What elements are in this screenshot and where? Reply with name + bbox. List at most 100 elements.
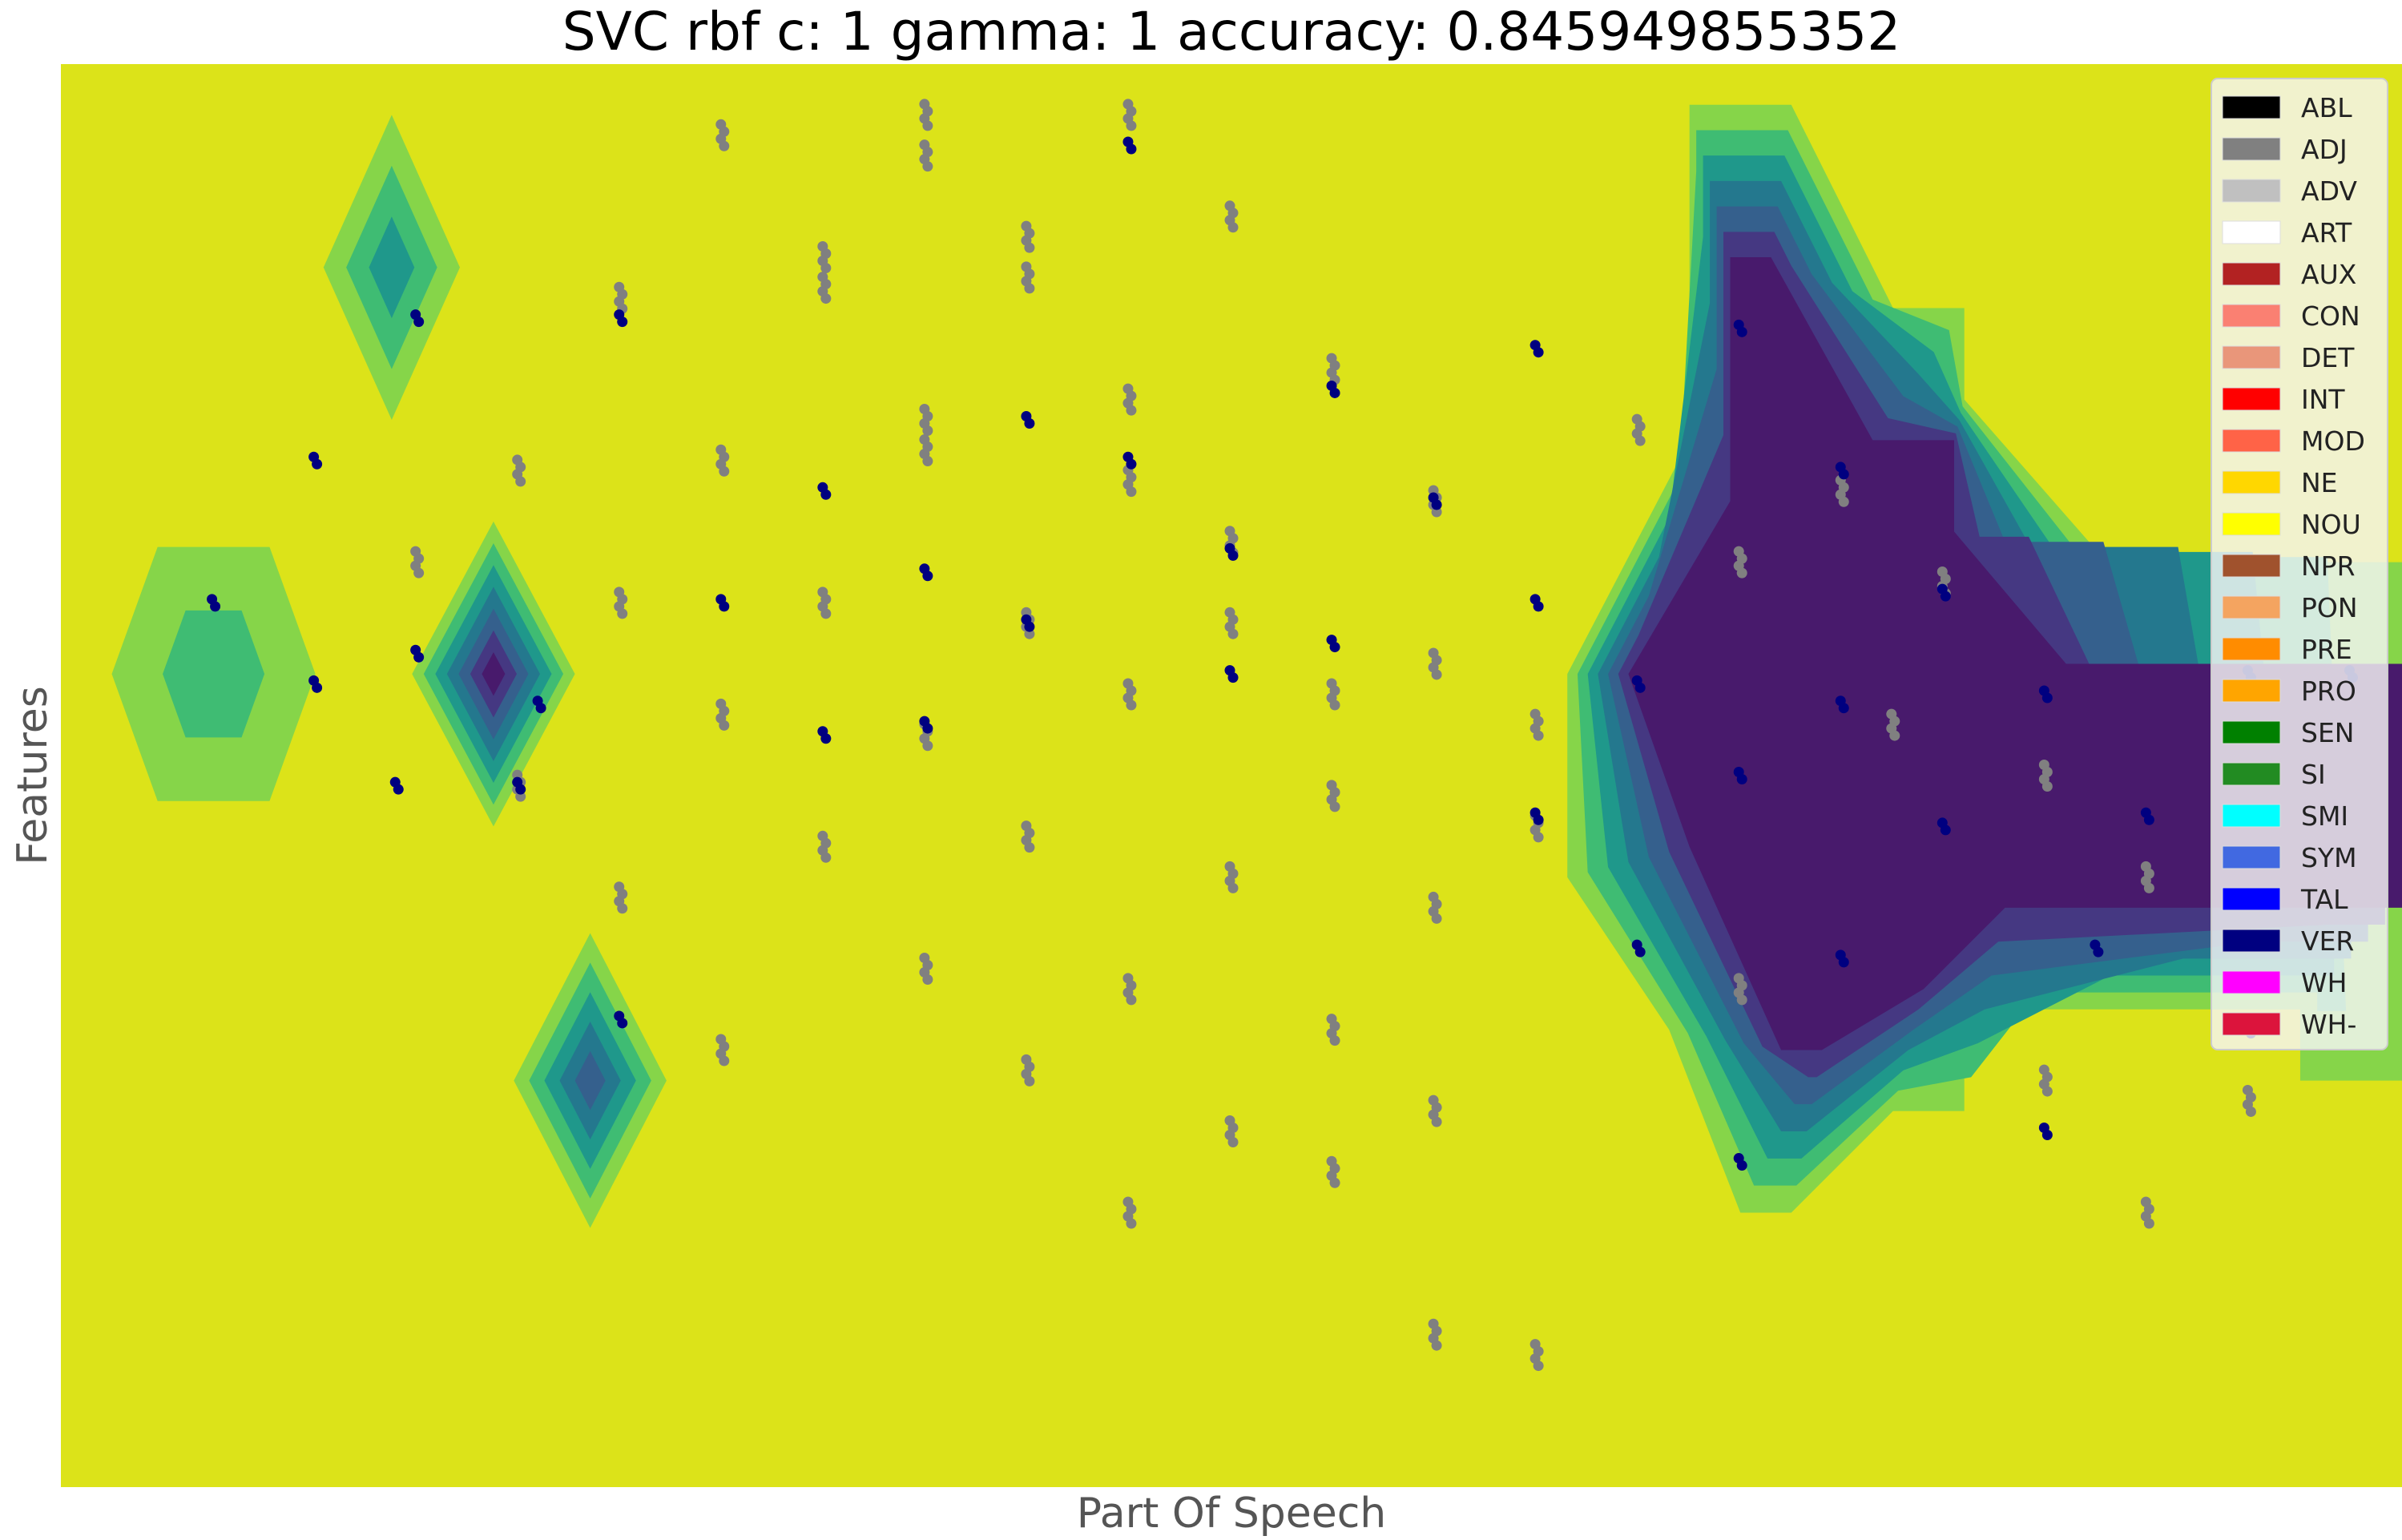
legend-label-sen: SEN [2301, 717, 2354, 748]
point-adj-32 [1533, 832, 1544, 843]
point-ver-13 [922, 570, 933, 582]
right-purple-region [1567, 104, 2402, 1213]
legend-swatch-wh [2222, 970, 2281, 994]
diamond-lower-left [514, 933, 667, 1228]
point-adj-36 [1431, 913, 1442, 924]
legend-swatch-sen [2222, 720, 2281, 744]
plot-area [61, 64, 2402, 1487]
x-axis-label: Part Of Speech [1077, 1490, 1387, 1538]
legend-label-art: ART [2301, 217, 2352, 248]
decision-regions [111, 104, 2402, 1228]
point-ver-18 [1126, 458, 1137, 470]
point-adj-57 [2143, 1218, 2154, 1229]
point-adj-13 [922, 456, 933, 467]
legend-swatch-pre [2222, 637, 2281, 661]
y-axis-label: Features [9, 686, 57, 865]
point-ver-27 [1634, 682, 1646, 693]
legend-swatch-aux [2222, 262, 2281, 286]
point-ver-34 [1838, 957, 1849, 968]
data-points [207, 99, 2358, 1372]
legend-swatch-pro [2222, 679, 2281, 703]
point-ver-37 [2041, 692, 2053, 703]
legend: ABL ADJ ADV ART AUX CON DET INT MOD NE NOU NPR PON PR… [2211, 78, 2388, 1050]
point-adj-48 [1533, 1361, 1544, 1372]
legend-label-pre: PRE [2301, 634, 2352, 665]
legend-swatch-abl [2222, 95, 2281, 119]
point-adj-54 [2041, 781, 2053, 792]
legend-label-ne: NE [2301, 467, 2338, 498]
point-adj-22 [1227, 628, 1239, 639]
point-adj-29 [922, 740, 933, 752]
diamond-upper-left [323, 115, 461, 420]
legend-swatch-si [2222, 762, 2281, 786]
point-ver-17 [1126, 143, 1137, 155]
legend-swatch-tal [2222, 887, 2281, 911]
point-ver-16 [1024, 621, 1035, 632]
legend-label-aux: AUX [2301, 259, 2356, 290]
point-adj-44 [1431, 1116, 1442, 1127]
legend-swatch-wh-dash [2222, 1012, 2281, 1036]
point-adj-50 [1736, 567, 1747, 579]
point-adj-34 [1024, 842, 1035, 853]
point-ver-36 [1940, 824, 1951, 836]
diamond-center-left [412, 521, 575, 827]
point-adj-8 [820, 293, 832, 304]
legend-swatch-det [2222, 345, 2281, 369]
point-ver-3 [312, 682, 323, 693]
point-ver-32 [1838, 469, 1849, 480]
point-adj-18 [1431, 506, 1442, 518]
point-ver-24 [1533, 347, 1544, 358]
point-ver-4 [393, 784, 404, 795]
point-ver-0 [312, 458, 323, 470]
point-adj-25 [1533, 730, 1544, 741]
point-ver-26 [1533, 814, 1544, 825]
legend-swatch-ne [2222, 470, 2281, 494]
legend-swatch-adv [2222, 179, 2281, 203]
point-adj-33 [820, 852, 832, 863]
point-adj-49 [1736, 994, 1747, 1006]
point-adj-17 [413, 567, 425, 579]
point-adj-26 [1126, 699, 1137, 711]
point-adj-20 [820, 608, 832, 619]
legend-swatch-art [2222, 220, 2281, 244]
point-adj-31 [1329, 801, 1340, 812]
legend-swatch-pon [2222, 595, 2281, 619]
legend-swatch-smi [2222, 804, 2281, 828]
point-adj-2 [1126, 120, 1137, 131]
point-ver-8 [413, 651, 425, 663]
point-adj-3 [922, 161, 933, 172]
point-ver-12 [820, 733, 832, 744]
legend-label-abl: ABL [2301, 92, 2352, 123]
point-ver-30 [1736, 774, 1747, 784]
point-adj-55 [2041, 1086, 2053, 1097]
point-adj-30 [515, 791, 526, 802]
legend-label-ver: VER [2301, 925, 2354, 957]
chart-title: SVC rbf c: 1 gamma: 1 accuracy: 0.845949… [562, 1, 1900, 62]
legend-swatch-int [2222, 387, 2281, 411]
point-adj-16 [1126, 486, 1137, 498]
point-adj-40 [1329, 1035, 1340, 1046]
point-adj-52 [1889, 730, 1900, 741]
legend-swatch-con [2222, 304, 2281, 328]
legend-label-wh-dash: WH- [2301, 1009, 2356, 1040]
point-adj-27 [1329, 699, 1340, 711]
point-ver-39 [2093, 946, 2104, 957]
point-adj-58 [2245, 1106, 2256, 1117]
point-ver-10 [719, 601, 730, 612]
point-adj-0 [719, 140, 730, 151]
point-adj-46 [1329, 1177, 1340, 1188]
legend-swatch-npr [2222, 554, 2281, 578]
legend-label-wh: WH [2301, 967, 2347, 998]
legend-label-si: SI [2301, 759, 2326, 790]
point-ver-9 [617, 316, 628, 328]
point-ver-2 [210, 601, 221, 612]
point-adj-59 [1634, 435, 1646, 446]
point-adj-51 [1838, 496, 1849, 507]
point-ver-11 [820, 489, 832, 500]
legend-label-pon: PON [2301, 592, 2358, 623]
point-adj-37 [617, 903, 628, 914]
legend-label-con: CON [2301, 300, 2360, 332]
point-ver-35 [1940, 591, 1951, 602]
legend-label-pro: PRO [2301, 675, 2356, 707]
point-adj-56 [2143, 882, 2154, 893]
